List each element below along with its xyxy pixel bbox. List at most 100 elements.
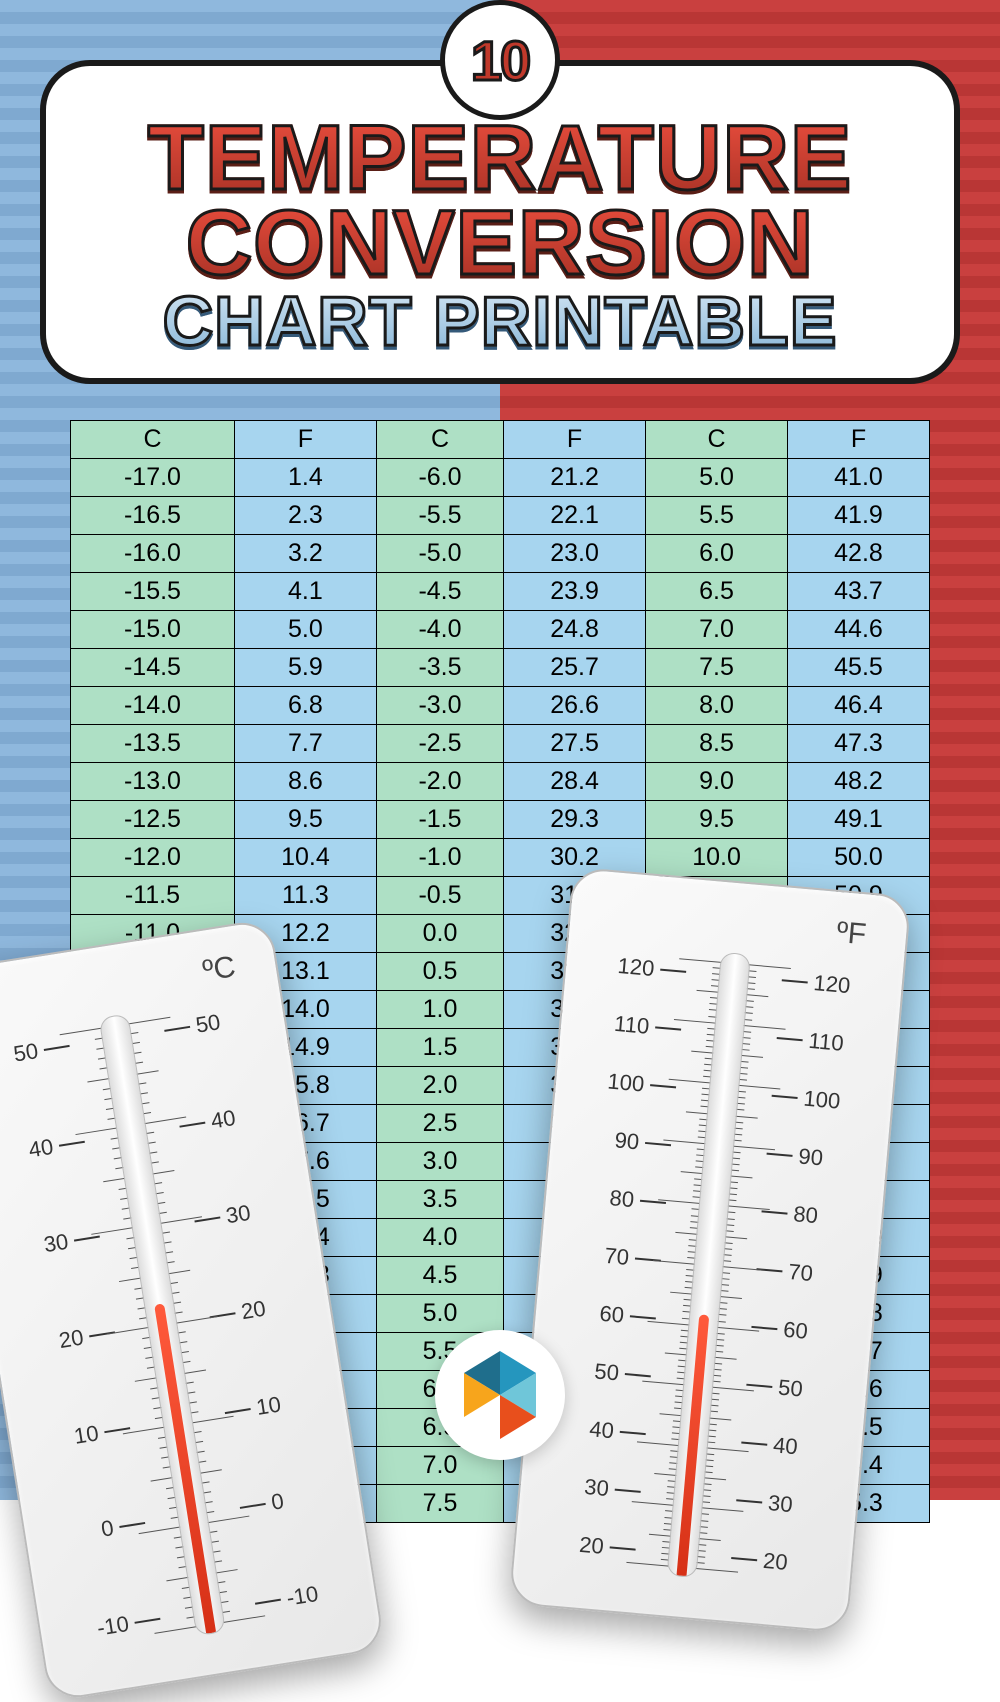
- count-badge: 10: [440, 0, 560, 120]
- table-cell-fahrenheit: 24.8: [504, 611, 646, 649]
- table-cell-fahrenheit: 26.6: [504, 687, 646, 725]
- table-row: -15.54.1-4.523.96.543.7: [71, 573, 930, 611]
- table-cell-fahrenheit: 9.5: [234, 801, 376, 839]
- table-cell-celsius: -6.0: [376, 459, 503, 497]
- table-cell-fahrenheit: 3.2: [234, 535, 376, 573]
- table-cell-celsius: 9.0: [646, 763, 788, 801]
- table-cell-celsius: 7.0: [646, 611, 788, 649]
- table-cell-fahrenheit: 4.1: [234, 573, 376, 611]
- table-cell-celsius: 6.5: [646, 573, 788, 611]
- table-cell-fahrenheit: 44.6: [788, 611, 930, 649]
- table-cell-celsius: 3.0: [376, 1143, 503, 1181]
- table-cell-celsius: -15.0: [71, 611, 235, 649]
- table-header-cell: F: [504, 421, 646, 459]
- table-cell-fahrenheit: 6.8: [234, 687, 376, 725]
- table-cell-celsius: -14.0: [71, 687, 235, 725]
- table-cell-celsius: 7.5: [376, 1485, 503, 1523]
- table-cell-celsius: -2.5: [376, 725, 503, 763]
- table-cell-celsius: 1.5: [376, 1029, 503, 1067]
- table-cell-celsius: -14.5: [71, 649, 235, 687]
- table-cell-fahrenheit: 48.2: [788, 763, 930, 801]
- table-cell-celsius: -4.5: [376, 573, 503, 611]
- table-cell-fahrenheit: 11.3: [234, 877, 376, 915]
- table-cell-celsius: 5.0: [646, 459, 788, 497]
- table-cell-celsius: 3.5: [376, 1181, 503, 1219]
- thermometer-unit-label: ºF: [835, 916, 867, 952]
- table-cell-celsius: 2.5: [376, 1105, 503, 1143]
- table-cell-fahrenheit: 25.7: [504, 649, 646, 687]
- table-cell-celsius: 6.0: [646, 535, 788, 573]
- table-cell-celsius: 1.0: [376, 991, 503, 1029]
- table-cell-celsius: 4.0: [376, 1219, 503, 1257]
- title-line-3: CHART PRINTABLE: [70, 289, 930, 353]
- table-row: -16.52.3-5.522.15.541.9: [71, 497, 930, 535]
- table-cell-celsius: 7.5: [646, 649, 788, 687]
- table-cell-fahrenheit: 10.4: [234, 839, 376, 877]
- table-cell-celsius: -5.0: [376, 535, 503, 573]
- title-block: 10 TEMPERATURE CONVERSION CHART PRINTABL…: [40, 60, 960, 384]
- table-cell-fahrenheit: 5.0: [234, 611, 376, 649]
- table-cell-celsius: -12.0: [71, 839, 235, 877]
- table-row: -16.03.2-5.023.06.042.8: [71, 535, 930, 573]
- table-cell-fahrenheit: 42.8: [788, 535, 930, 573]
- thermometer-unit-label: ºC: [200, 950, 238, 989]
- title-line-1: TEMPERATURE: [70, 116, 930, 201]
- table-cell-celsius: -1.0: [376, 839, 503, 877]
- table-header-cell: F: [234, 421, 376, 459]
- table-cell-celsius: -13.5: [71, 725, 235, 763]
- table-cell-fahrenheit: 43.7: [788, 573, 930, 611]
- table-cell-celsius: 9.5: [646, 801, 788, 839]
- logo-icon: [464, 1351, 536, 1439]
- table-cell-fahrenheit: 8.6: [234, 763, 376, 801]
- logo-badge: [435, 1330, 565, 1460]
- table-cell-celsius: 0.0: [376, 915, 503, 953]
- table-cell-celsius: -16.5: [71, 497, 235, 535]
- table-cell-celsius: -15.5: [71, 573, 235, 611]
- table-cell-fahrenheit: 2.3: [234, 497, 376, 535]
- table-row: -14.55.9-3.525.77.545.5: [71, 649, 930, 687]
- table-cell-fahrenheit: 29.3: [504, 801, 646, 839]
- table-cell-celsius: -3.0: [376, 687, 503, 725]
- table-cell-fahrenheit: 27.5: [504, 725, 646, 763]
- table-cell-celsius: -4.0: [376, 611, 503, 649]
- table-cell-celsius: 5.0: [376, 1295, 503, 1333]
- table-cell-celsius: -12.5: [71, 801, 235, 839]
- table-cell-celsius: 5.5: [646, 497, 788, 535]
- table-cell-celsius: -0.5: [376, 877, 503, 915]
- table-cell-celsius: 0.5: [376, 953, 503, 991]
- table-cell-celsius: 4.5: [376, 1257, 503, 1295]
- table-header-cell: C: [646, 421, 788, 459]
- table-cell-fahrenheit: 41.0: [788, 459, 930, 497]
- table-cell-celsius: -5.5: [376, 497, 503, 535]
- table-header-cell: F: [788, 421, 930, 459]
- table-cell-celsius: 8.0: [646, 687, 788, 725]
- table-row: -13.08.6-2.028.49.048.2: [71, 763, 930, 801]
- table-cell-celsius: -17.0: [71, 459, 235, 497]
- table-cell-fahrenheit: 21.2: [504, 459, 646, 497]
- table-cell-fahrenheit: 41.9: [788, 497, 930, 535]
- table-cell-fahrenheit: 1.4: [234, 459, 376, 497]
- table-cell-fahrenheit: 23.0: [504, 535, 646, 573]
- table-cell-fahrenheit: 50.0: [788, 839, 930, 877]
- table-cell-fahrenheit: 45.5: [788, 649, 930, 687]
- table-cell-fahrenheit: 46.4: [788, 687, 930, 725]
- table-cell-celsius: 2.0: [376, 1067, 503, 1105]
- table-cell-fahrenheit: 5.9: [234, 649, 376, 687]
- table-cell-fahrenheit: 22.1: [504, 497, 646, 535]
- table-cell-fahrenheit: 7.7: [234, 725, 376, 763]
- table-cell-fahrenheit: 28.4: [504, 763, 646, 801]
- thermometer-fahrenheit: ºF 1201101009080706050403020 12011010090…: [508, 867, 911, 1634]
- table-cell-celsius: -2.0: [376, 763, 503, 801]
- table-cell-celsius: -1.5: [376, 801, 503, 839]
- table-row: -17.01.4-6.021.25.041.0: [71, 459, 930, 497]
- table-header-row: CFCFCF: [71, 421, 930, 459]
- count-badge-text: 10: [471, 28, 529, 93]
- table-row: -13.57.7-2.527.58.547.3: [71, 725, 930, 763]
- table-cell-celsius: -13.0: [71, 763, 235, 801]
- table-cell-celsius: 10.0: [646, 839, 788, 877]
- title-line-2: CONVERSION: [70, 201, 930, 286]
- table-cell-celsius: 8.5: [646, 725, 788, 763]
- table-cell-fahrenheit: 47.3: [788, 725, 930, 763]
- table-header-cell: C: [71, 421, 235, 459]
- table-row: -14.06.8-3.026.68.046.4: [71, 687, 930, 725]
